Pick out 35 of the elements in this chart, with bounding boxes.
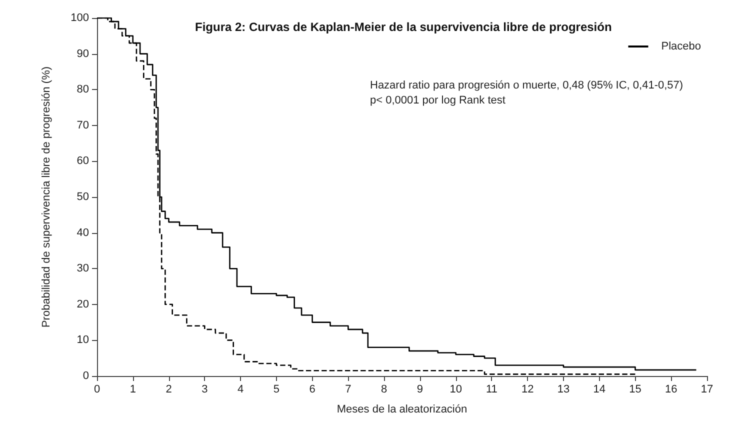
x-tick-label: 11 [486, 384, 498, 396]
y-tick-label: 60 [76, 155, 89, 168]
x-axis-title: Meses de la aleatorización [336, 404, 468, 416]
x-tick-label: 16 [664, 384, 678, 396]
y-tick-label: 80 [76, 84, 89, 96]
y-tick-label: 0 [82, 370, 89, 382]
x-tick-label: 0 [94, 384, 100, 396]
chart-title: Figura 2: Curvas de Kaplan-Meier de la supervivencia libre de progresión [195, 20, 612, 34]
x-tick-label: 9 [416, 384, 424, 396]
x-tick-label: 6 [309, 384, 316, 396]
x-tick-label: 5 [273, 384, 280, 396]
legend-label: Placebo [661, 40, 702, 52]
y-tick-label: 90 [76, 48, 89, 60]
y-axis-title: Probabilidad de supervivencia libre de progresión (%) [40, 66, 52, 328]
annotation: p< 0,0001 por log Rank test [370, 94, 506, 106]
y-tick-label: 70 [76, 119, 89, 132]
x-tick-label: 3 [202, 384, 208, 396]
x-tick-label: 1 [130, 384, 136, 396]
y-tick-label: 100 [70, 12, 89, 24]
y-tick-label: 40 [76, 226, 89, 239]
x-tick-label: 7 [345, 384, 352, 396]
x-tick-label: 2 [166, 384, 172, 396]
x-tick-label: 4 [237, 384, 244, 396]
x-tick-label: 14 [593, 384, 606, 396]
y-tick-label: 10 [76, 334, 89, 346]
y-tick-label: 30 [76, 262, 89, 275]
y-tick-label: 50 [76, 191, 89, 203]
x-tick-label: 15 [629, 384, 642, 396]
annotation: Hazard ratio para progresión o muerte, 0,48 (95% IC, 0,41-0,57) [370, 80, 684, 92]
x-tick-label: 8 [380, 384, 388, 396]
x-tick-label: 13 [557, 384, 570, 396]
y-tick-label: 20 [76, 298, 89, 310]
x-tick-label: 17 [700, 384, 714, 396]
x-tick-label: 10 [450, 384, 462, 396]
x-tick-label: 12 [521, 384, 534, 396]
